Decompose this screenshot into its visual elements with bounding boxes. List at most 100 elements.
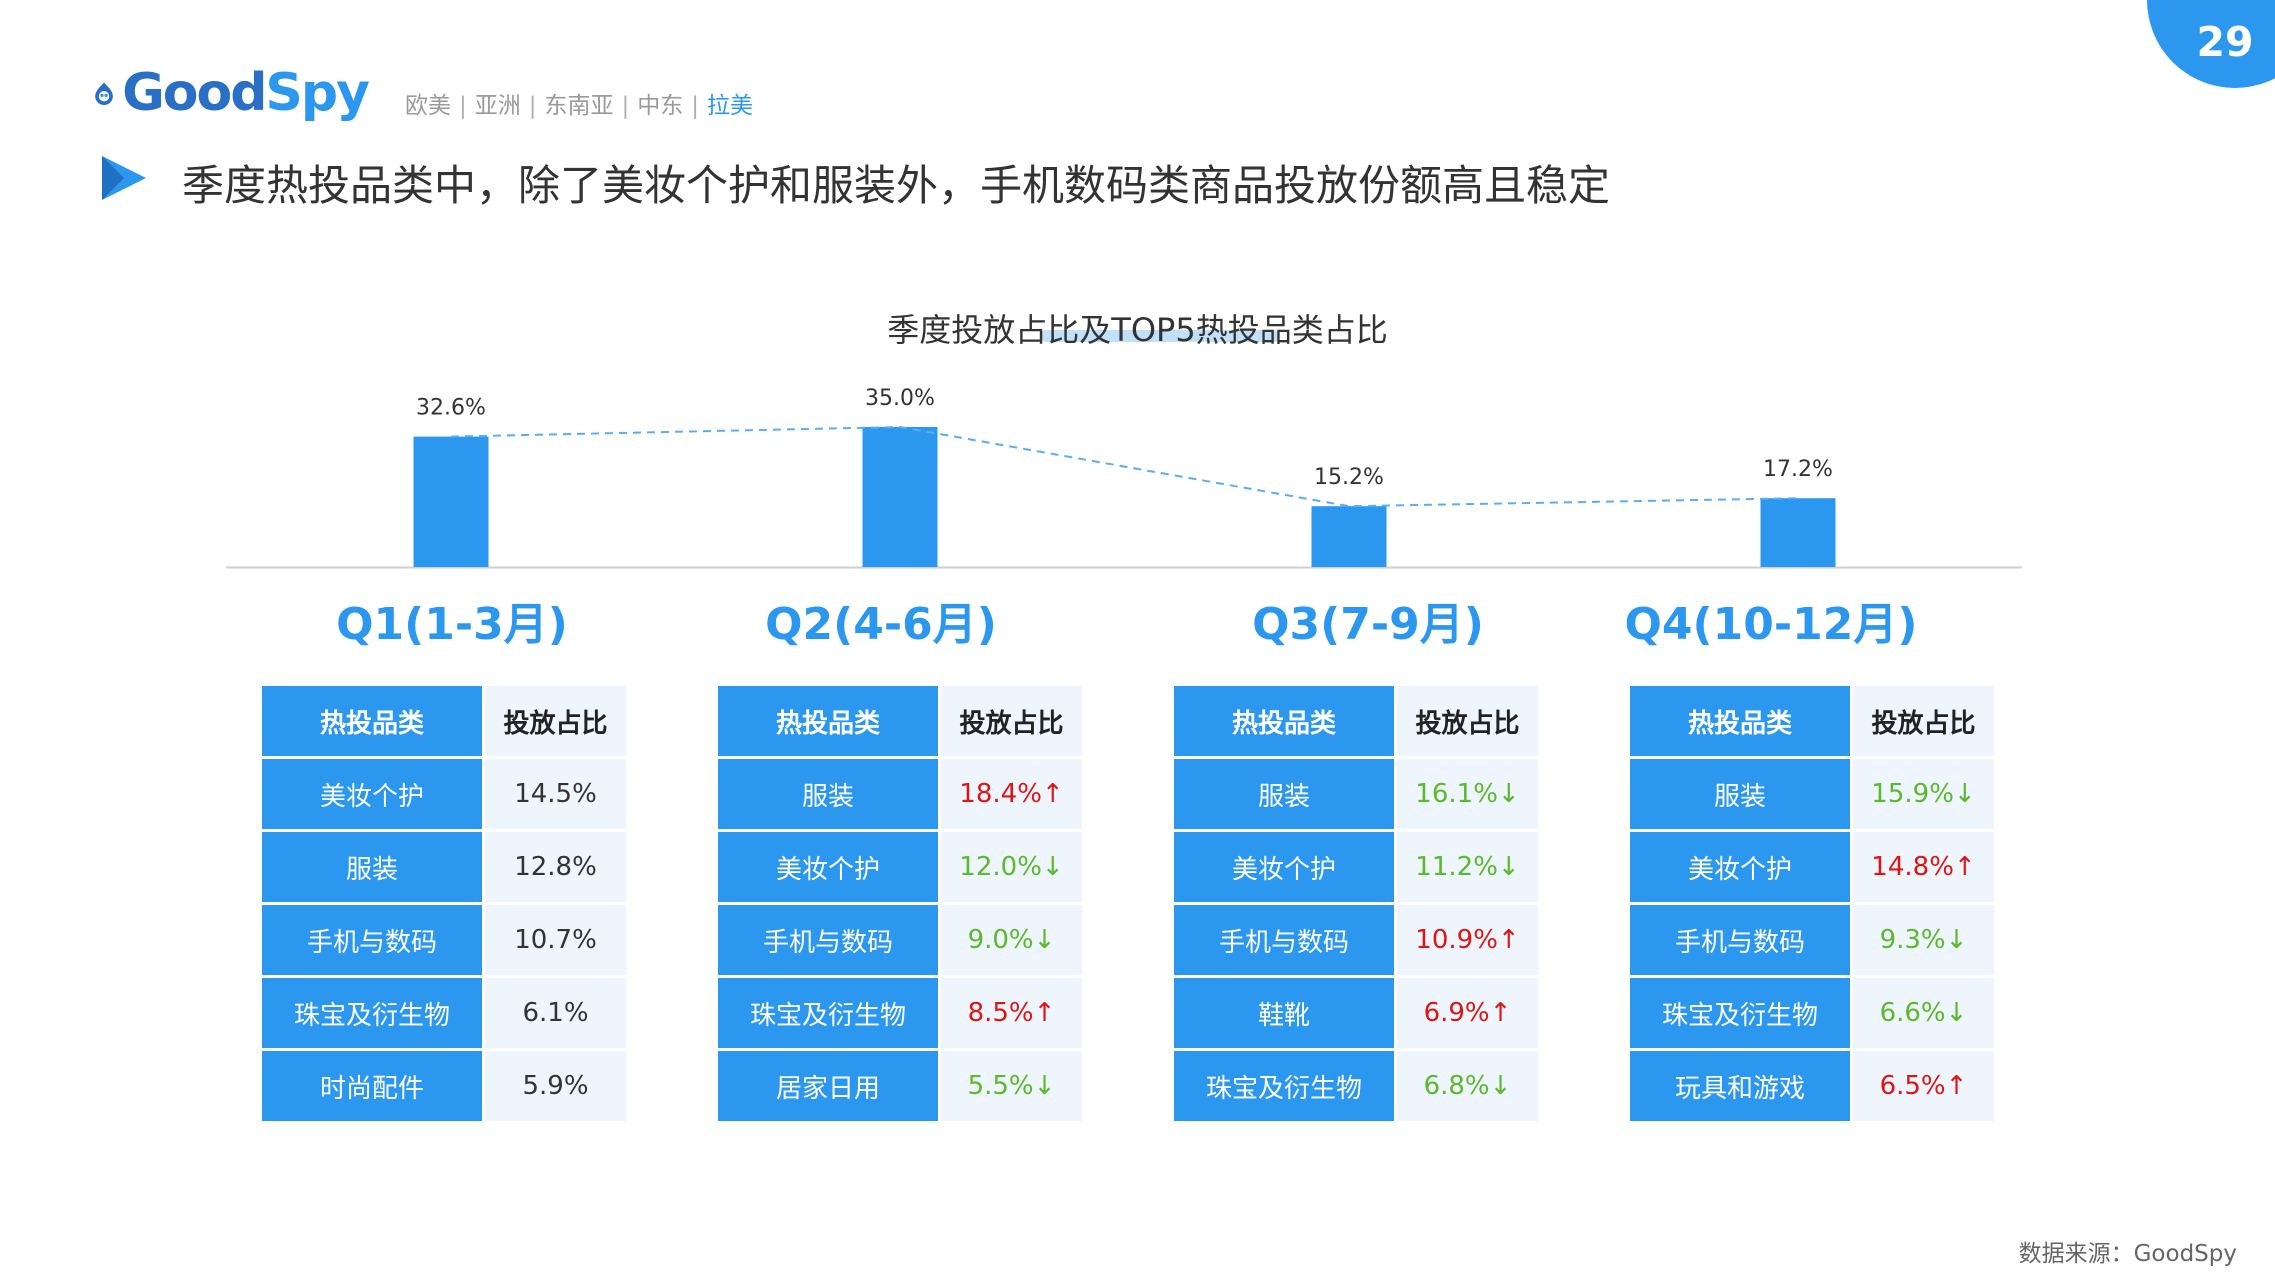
category-cell: 美妆个护 xyxy=(262,759,482,829)
table-row: 珠宝及衍生物 8.5%↑ xyxy=(718,978,1082,1048)
table-row: 珠宝及衍生物 6.1% xyxy=(262,978,626,1048)
play-arrow-icon xyxy=(102,156,146,200)
table-row: 手机与数码 9.0%↓ xyxy=(718,905,1082,975)
category-cell: 玩具和游戏 xyxy=(1630,1051,1850,1121)
table-header-row: 热投品类 投放占比 xyxy=(718,686,1082,756)
share-cell: 9.0%↓ xyxy=(941,905,1082,975)
bar-4 xyxy=(1760,498,1836,567)
share-cell: 6.5%↑ xyxy=(1853,1051,1994,1121)
region-item-asia[interactable]: 亚洲 xyxy=(474,93,521,119)
table-header-row: 热投品类 投放占比 xyxy=(1174,686,1538,756)
table-header-row: 热投品类 投放占比 xyxy=(262,686,626,756)
share-cell: 12.0%↓ xyxy=(941,832,1082,902)
category-cell: 美妆个护 xyxy=(1630,832,1850,902)
table-row: 服装 18.4%↑ xyxy=(718,759,1082,829)
category-cell: 手机与数码 xyxy=(1630,905,1850,975)
logo-good: Good xyxy=(122,63,267,123)
bar-value-label-3: 15.2% xyxy=(1314,465,1384,490)
share-cell: 11.2%↓ xyxy=(1397,832,1538,902)
table-row: 美妆个护 11.2%↓ xyxy=(1174,832,1538,902)
header-category: 热投品类 xyxy=(1174,686,1394,756)
header-share: 投放占比 xyxy=(941,686,1082,756)
top5-table-q1: 热投品类 投放占比 美妆个护 14.5% 服装 12.8% 手机与数码 10.7% 珠宝及衍生物… xyxy=(262,686,626,1124)
table-row: 手机与数码 10.9%↑ xyxy=(1174,905,1538,975)
quarter-label-q4: Q4(10-12月) xyxy=(1624,599,1918,650)
table-row: 服装 15.9%↓ xyxy=(1630,759,1994,829)
header-category: 热投品类 xyxy=(262,686,482,756)
region-item-middle-east[interactable]: 中东 xyxy=(637,93,684,119)
share-cell: 6.8%↓ xyxy=(1397,1051,1538,1121)
share-cell: 12.8% xyxy=(485,832,626,902)
category-cell: 居家日用 xyxy=(718,1051,938,1121)
bar-1 xyxy=(413,436,489,567)
share-cell: 6.9%↑ xyxy=(1397,978,1538,1048)
table-row: 居家日用 5.5%↓ xyxy=(718,1051,1082,1121)
table-row: 手机与数码 9.3%↓ xyxy=(1630,905,1994,975)
goodspy-logo: GoodSpy xyxy=(92,58,370,128)
table-row: 时尚配件 5.9% xyxy=(262,1051,626,1121)
quarter-label-q3: Q3(7-9月) xyxy=(1252,599,1484,650)
share-cell: 16.1%↓ xyxy=(1397,759,1538,829)
region-nav: 欧美 | 亚洲 | 东南亚 | 中东 | 拉美 xyxy=(405,86,753,120)
table-row: 服装 12.8% xyxy=(262,832,626,902)
category-cell: 珠宝及衍生物 xyxy=(1630,978,1850,1048)
quarter-label-q2: Q2(4-6月) xyxy=(765,599,997,650)
share-cell: 10.9%↑ xyxy=(1397,905,1538,975)
share-cell: 9.3%↓ xyxy=(1853,905,1994,975)
category-cell: 服装 xyxy=(1174,759,1394,829)
category-cell: 美妆个护 xyxy=(1174,832,1394,902)
logo-icon xyxy=(95,82,113,106)
logo-spy: Spy xyxy=(265,63,370,123)
category-cell: 手机与数码 xyxy=(718,905,938,975)
category-cell: 珠宝及衍生物 xyxy=(262,978,482,1048)
quarter-label-q1: Q1(1-3月) xyxy=(336,599,568,650)
category-cell: 珠宝及衍生物 xyxy=(1174,1051,1394,1121)
region-item-europe-america[interactable]: 欧美 xyxy=(405,93,451,119)
table-row: 手机与数码 10.7% xyxy=(262,905,626,975)
share-cell: 15.9%↓ xyxy=(1853,759,1994,829)
table-header-row: 热投品类 投放占比 xyxy=(1630,686,1994,756)
region-item-southeast-asia[interactable]: 东南亚 xyxy=(544,93,614,119)
region-item-latin-america[interactable]: 拉美 xyxy=(707,93,753,119)
bar-value-label-1: 32.6% xyxy=(416,396,486,421)
logo-wordmark: GoodSpy xyxy=(122,63,370,123)
region-separator: | xyxy=(621,93,630,119)
share-cell: 10.7% xyxy=(485,905,626,975)
share-cell: 14.8%↑ xyxy=(1853,832,1994,902)
category-cell: 手机与数码 xyxy=(1174,905,1394,975)
page-number: 29 xyxy=(2196,18,2254,66)
top5-table-q3: 热投品类 投放占比 服装 16.1%↓ 美妆个护 11.2%↓ 手机与数码 10.9%↑ 鞋靴 6… xyxy=(1174,686,1538,1124)
table-row: 美妆个护 14.5% xyxy=(262,759,626,829)
category-cell: 美妆个护 xyxy=(718,832,938,902)
header-category: 热投品类 xyxy=(1630,686,1850,756)
header-category: 热投品类 xyxy=(718,686,938,756)
data-source: 数据来源：GoodSpy xyxy=(2018,1241,2237,1267)
page-headline: 季度热投品类中，除了美妆个护和服装外，手机数码类商品投放份额高且稳定 xyxy=(182,161,1611,210)
table-row: 玩具和游戏 6.5%↑ xyxy=(1630,1051,1994,1121)
share-cell: 18.4%↑ xyxy=(941,759,1082,829)
bar-value-label-2: 35.0% xyxy=(865,386,935,411)
table-row: 珠宝及衍生物 6.6%↓ xyxy=(1630,978,1994,1048)
share-cell: 6.1% xyxy=(485,978,626,1048)
chart-title: 季度投放占比及TOP5热投品类占比 xyxy=(887,311,1388,349)
table-row: 鞋靴 6.9%↑ xyxy=(1174,978,1538,1048)
chart-title-highlight xyxy=(1040,330,1280,342)
category-cell: 鞋靴 xyxy=(1174,978,1394,1048)
share-cell: 14.5% xyxy=(485,759,626,829)
category-cell: 服装 xyxy=(1630,759,1850,829)
bar-value-label-4: 17.2% xyxy=(1763,457,1833,482)
trend-line xyxy=(450,425,1799,508)
top5-table-q4: 热投品类 投放占比 服装 15.9%↓ 美妆个护 14.8%↑ 手机与数码 9.3%↓ 珠宝及衍… xyxy=(1630,686,1994,1124)
header-share: 投放占比 xyxy=(1853,686,1994,756)
share-cell: 8.5%↑ xyxy=(941,978,1082,1048)
table-row: 美妆个护 14.8%↑ xyxy=(1630,832,1994,902)
share-cell: 6.6%↓ xyxy=(1853,978,1994,1048)
region-separator: | xyxy=(459,93,467,119)
share-cell: 5.9% xyxy=(485,1051,626,1121)
category-cell: 手机与数码 xyxy=(262,905,482,975)
region-separator: | xyxy=(691,93,699,119)
category-cell: 时尚配件 xyxy=(262,1051,482,1121)
table-row: 服装 16.1%↓ xyxy=(1174,759,1538,829)
header-share: 投放占比 xyxy=(1397,686,1538,756)
